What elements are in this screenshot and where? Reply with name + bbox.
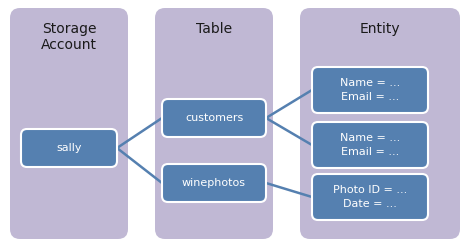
Text: Table: Table: [196, 22, 232, 36]
FancyBboxPatch shape: [312, 67, 428, 113]
Text: customers: customers: [185, 113, 243, 123]
Text: Name = ...
Email = ...: Name = ... Email = ...: [340, 78, 400, 103]
Text: sally: sally: [56, 143, 82, 153]
FancyBboxPatch shape: [155, 8, 273, 239]
Text: winephotos: winephotos: [182, 178, 246, 188]
Text: Photo ID = ...
Date = ...: Photo ID = ... Date = ...: [333, 185, 407, 209]
FancyBboxPatch shape: [162, 164, 266, 202]
FancyBboxPatch shape: [312, 174, 428, 220]
Text: Entity: Entity: [360, 22, 400, 36]
FancyBboxPatch shape: [10, 8, 128, 239]
FancyBboxPatch shape: [162, 99, 266, 137]
FancyBboxPatch shape: [312, 122, 428, 168]
FancyBboxPatch shape: [300, 8, 460, 239]
Text: Storage
Account: Storage Account: [41, 22, 97, 52]
FancyBboxPatch shape: [21, 129, 117, 167]
Text: Name = ...
Email = ...: Name = ... Email = ...: [340, 133, 400, 157]
